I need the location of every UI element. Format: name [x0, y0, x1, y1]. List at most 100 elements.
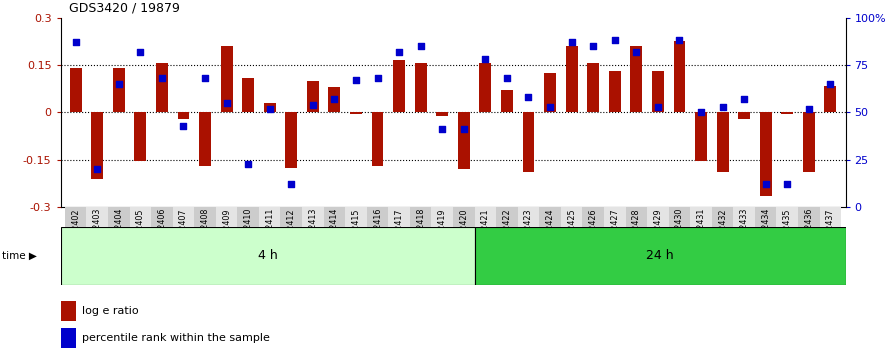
- Point: [608, 38, 622, 43]
- Bar: [328, 87, 340, 113]
- Bar: [824, 86, 837, 113]
- Bar: [668, 207, 691, 227]
- Text: GSM182407: GSM182407: [179, 208, 188, 257]
- Text: GSM182424: GSM182424: [546, 208, 554, 257]
- Bar: [199, 113, 211, 166]
- Bar: [215, 207, 238, 227]
- Bar: [238, 207, 259, 227]
- Bar: [474, 207, 496, 227]
- Bar: [194, 207, 215, 227]
- Point: [414, 43, 428, 49]
- Bar: [61, 301, 77, 321]
- Point: [306, 102, 320, 108]
- Point: [758, 182, 773, 187]
- Bar: [324, 207, 345, 227]
- Bar: [820, 207, 841, 227]
- Bar: [280, 207, 302, 227]
- Point: [781, 182, 795, 187]
- Bar: [695, 113, 707, 161]
- Bar: [566, 46, 578, 113]
- Bar: [350, 113, 362, 114]
- Bar: [92, 113, 103, 179]
- Text: time ▶: time ▶: [2, 251, 36, 261]
- Text: GSM182430: GSM182430: [675, 208, 684, 256]
- Text: GSM182432: GSM182432: [718, 208, 727, 257]
- Bar: [177, 113, 190, 119]
- Bar: [156, 63, 168, 113]
- Text: GSM182435: GSM182435: [783, 208, 792, 257]
- Point: [435, 127, 449, 132]
- Text: GSM182427: GSM182427: [611, 208, 619, 257]
- Bar: [432, 207, 453, 227]
- Text: GSM182413: GSM182413: [308, 208, 318, 256]
- Text: GSM182420: GSM182420: [459, 208, 468, 257]
- Bar: [496, 207, 518, 227]
- Point: [90, 166, 104, 172]
- Text: GSM182405: GSM182405: [136, 208, 145, 257]
- Point: [370, 75, 384, 81]
- Bar: [372, 113, 384, 166]
- Bar: [544, 73, 556, 113]
- Bar: [587, 63, 599, 113]
- Bar: [130, 207, 151, 227]
- Point: [69, 40, 83, 45]
- Point: [651, 104, 665, 109]
- Bar: [712, 207, 733, 227]
- Point: [111, 81, 125, 87]
- Text: GSM182434: GSM182434: [761, 208, 770, 256]
- Point: [694, 110, 708, 115]
- Text: GSM182431: GSM182431: [697, 208, 706, 256]
- Bar: [457, 113, 470, 169]
- Point: [284, 182, 298, 187]
- Point: [478, 57, 492, 62]
- Bar: [415, 63, 426, 113]
- Text: percentile rank within the sample: percentile rank within the sample: [82, 333, 270, 343]
- Bar: [760, 113, 772, 196]
- Bar: [286, 113, 297, 168]
- Point: [155, 75, 169, 81]
- Bar: [61, 227, 475, 285]
- Bar: [755, 207, 776, 227]
- Text: GSM182416: GSM182416: [373, 208, 382, 256]
- Text: log e ratio: log e ratio: [82, 306, 139, 316]
- Bar: [65, 207, 86, 227]
- Bar: [630, 46, 643, 113]
- Bar: [151, 207, 173, 227]
- Bar: [436, 113, 449, 115]
- Text: GSM182410: GSM182410: [244, 208, 253, 256]
- Bar: [604, 207, 626, 227]
- Point: [823, 81, 837, 87]
- Bar: [367, 207, 388, 227]
- Text: GSM182433: GSM182433: [740, 208, 748, 256]
- Bar: [410, 207, 432, 227]
- Text: GSM182412: GSM182412: [287, 208, 295, 257]
- Point: [737, 96, 751, 102]
- Text: GSM182402: GSM182402: [71, 208, 80, 257]
- Text: GSM182418: GSM182418: [417, 208, 425, 256]
- Bar: [798, 207, 820, 227]
- Point: [349, 78, 363, 83]
- Bar: [393, 60, 405, 113]
- Bar: [518, 207, 539, 227]
- Text: 24 h: 24 h: [646, 249, 674, 262]
- Bar: [674, 41, 685, 113]
- Bar: [173, 207, 194, 227]
- Point: [629, 49, 643, 55]
- Text: GSM182423: GSM182423: [524, 208, 533, 257]
- Bar: [626, 207, 647, 227]
- Bar: [501, 90, 513, 113]
- Bar: [108, 207, 130, 227]
- Point: [198, 75, 212, 81]
- Point: [500, 75, 514, 81]
- Point: [176, 123, 190, 129]
- Bar: [69, 68, 82, 113]
- Bar: [652, 72, 664, 113]
- Point: [716, 104, 730, 109]
- Point: [522, 95, 536, 100]
- Text: GSM182417: GSM182417: [394, 208, 403, 257]
- Text: GSM182429: GSM182429: [653, 208, 662, 257]
- Bar: [345, 207, 367, 227]
- Text: GSM182414: GSM182414: [330, 208, 339, 256]
- Bar: [221, 46, 232, 113]
- Bar: [453, 207, 474, 227]
